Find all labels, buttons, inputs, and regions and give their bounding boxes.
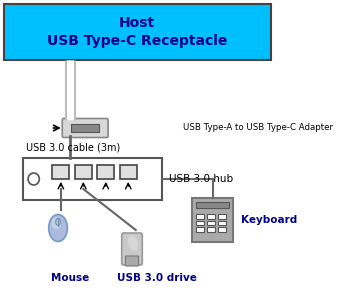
FancyBboxPatch shape xyxy=(71,124,99,132)
FancyBboxPatch shape xyxy=(120,165,137,179)
Text: Host
USB Type-C Receptacle: Host USB Type-C Receptacle xyxy=(47,16,227,48)
Circle shape xyxy=(28,173,39,185)
Text: USB 3.0 drive: USB 3.0 drive xyxy=(117,273,197,283)
FancyBboxPatch shape xyxy=(75,165,92,179)
Ellipse shape xyxy=(49,214,67,242)
FancyBboxPatch shape xyxy=(125,256,139,266)
FancyBboxPatch shape xyxy=(196,214,204,219)
FancyBboxPatch shape xyxy=(207,221,215,225)
FancyBboxPatch shape xyxy=(218,214,227,219)
FancyBboxPatch shape xyxy=(192,198,233,242)
FancyBboxPatch shape xyxy=(23,158,162,200)
Text: Keyboard: Keyboard xyxy=(241,215,297,225)
Text: Mouse: Mouse xyxy=(51,273,89,283)
Text: USB 3.0 hub: USB 3.0 hub xyxy=(168,174,233,184)
FancyBboxPatch shape xyxy=(196,227,204,232)
FancyBboxPatch shape xyxy=(207,227,215,232)
FancyBboxPatch shape xyxy=(218,221,227,225)
Text: USB 3.0 cable (3m): USB 3.0 cable (3m) xyxy=(26,143,121,153)
FancyBboxPatch shape xyxy=(122,233,142,265)
FancyBboxPatch shape xyxy=(207,214,215,219)
FancyBboxPatch shape xyxy=(97,165,114,179)
FancyBboxPatch shape xyxy=(196,221,204,225)
FancyBboxPatch shape xyxy=(196,202,229,208)
FancyBboxPatch shape xyxy=(52,165,69,179)
Ellipse shape xyxy=(51,217,61,229)
FancyBboxPatch shape xyxy=(4,4,271,60)
Ellipse shape xyxy=(56,219,60,225)
FancyBboxPatch shape xyxy=(218,227,227,232)
Ellipse shape xyxy=(128,235,138,251)
FancyBboxPatch shape xyxy=(62,118,108,138)
Text: USB Type-A to USB Type-C Adapter: USB Type-A to USB Type-C Adapter xyxy=(183,123,332,132)
